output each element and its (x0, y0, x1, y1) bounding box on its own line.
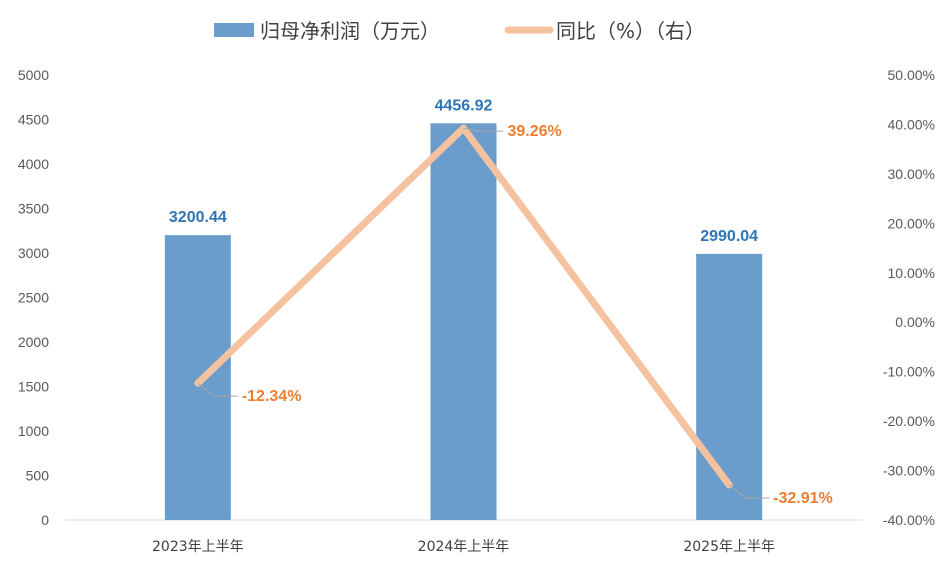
bar (696, 253, 763, 520)
bar (164, 235, 231, 521)
right-tick-label: -10.00% (883, 364, 935, 380)
line-data-label: -12.34% (242, 388, 302, 405)
bar-data-label: 2990.04 (700, 228, 758, 245)
data-label-leader (197, 382, 238, 397)
left-tick-label: 2000 (18, 334, 49, 350)
bar-series: 3200.44 4456.92 2990.04 (164, 97, 763, 521)
right-tick-label: 50.00% (888, 67, 935, 83)
left-tick-label: 0 (41, 512, 49, 528)
left-tick-label: 1000 (18, 423, 49, 439)
line-data-label: 39.26% (508, 123, 562, 140)
left-tick-label: 5000 (18, 67, 49, 83)
category-labels: 2023年上半年 2024年上半年 2025年上半年 (152, 539, 775, 555)
left-tick-label: 4000 (18, 156, 49, 172)
legend-swatch-bar (214, 23, 254, 37)
left-tick-label: 1500 (18, 379, 49, 395)
right-tick-label: -40.00% (883, 512, 935, 528)
right-tick-label: 40.00% (888, 116, 935, 132)
data-label-leader (463, 127, 504, 132)
legend-label-bar: 归母净利润（万元） (260, 19, 440, 43)
category-label: 2023年上半年 (152, 539, 244, 555)
line-series: -12.34% 39.26% -32.91% (194, 123, 833, 507)
right-tick-label: 10.00% (888, 265, 935, 281)
legend: 归母净利润（万元） 同比（%）（右） (214, 19, 705, 43)
right-tick-label: 0.00% (895, 314, 935, 330)
left-tick-label: 2500 (18, 290, 49, 306)
category-label: 2024年上半年 (418, 539, 510, 555)
left-tick-label: 500 (26, 468, 50, 484)
legend-label-line: 同比（%）（右） (556, 19, 705, 43)
data-label-leader (728, 484, 770, 499)
category-label: 2025年上半年 (683, 539, 775, 555)
bar (430, 123, 497, 521)
left-tick-label: 3000 (18, 245, 49, 261)
line-data-label: -32.91% (773, 490, 833, 507)
left-tick-label: 4500 (18, 112, 49, 128)
bar-data-label: 4456.92 (435, 97, 493, 114)
left-axis: 0 500 1000 1500 2000 2500 3000 3500 4000 4500 5000 (18, 67, 49, 528)
bar-data-label: 3200.44 (169, 209, 227, 226)
right-axis: -40.00% -30.00% -20.00% -10.00% 0.00% 10.00% 2… (883, 67, 935, 528)
left-tick-label: 3500 (18, 201, 49, 217)
right-tick-label: -30.00% (883, 463, 935, 479)
right-tick-label: -20.00% (883, 413, 935, 429)
right-tick-label: 20.00% (888, 215, 935, 231)
right-tick-label: 30.00% (888, 166, 935, 182)
